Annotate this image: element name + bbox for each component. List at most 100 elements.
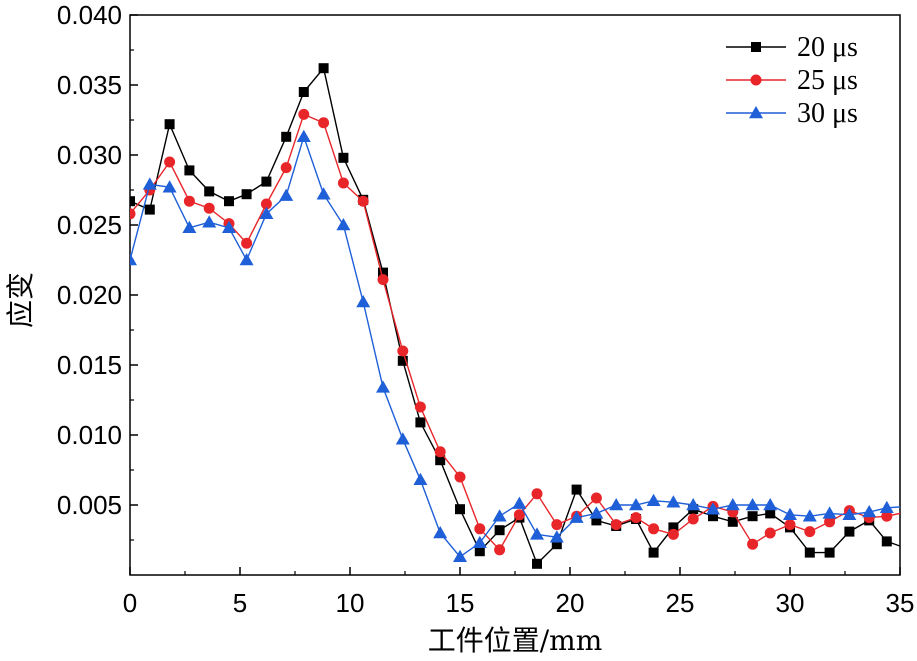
data-point xyxy=(824,516,836,528)
data-point xyxy=(397,345,409,357)
plot-frame xyxy=(129,14,901,576)
data-point xyxy=(318,63,329,74)
data-point xyxy=(239,253,254,266)
data-point xyxy=(182,220,197,234)
data-point xyxy=(434,446,446,458)
data-point xyxy=(224,196,234,207)
data-point xyxy=(378,267,388,278)
data-point xyxy=(764,527,776,539)
x-tick-label: 5 xyxy=(233,588,247,618)
data-point xyxy=(804,526,816,538)
y-tick-label: 0.015 xyxy=(57,350,122,380)
data-point xyxy=(316,187,331,200)
x-tick-label: 15 xyxy=(446,588,475,618)
series-line xyxy=(130,66,900,566)
data-point xyxy=(765,508,776,519)
data-point xyxy=(842,507,857,521)
data-point xyxy=(162,180,177,193)
series-group xyxy=(130,63,912,569)
data-point xyxy=(280,162,292,174)
data-point xyxy=(686,498,701,511)
y-tick-labels: 0.005 0.010 0.015 0.020 0.025 0.030 0.035 0.040 xyxy=(57,0,122,520)
data-point xyxy=(377,274,389,286)
data-point xyxy=(203,202,215,214)
data-point xyxy=(862,505,877,518)
data-point xyxy=(183,195,195,207)
data-point xyxy=(549,530,564,543)
data-point xyxy=(413,472,428,486)
data-point xyxy=(414,401,426,413)
data-point xyxy=(725,498,740,511)
x-tick-labels: 0 5 10 15 20 25 30 35 xyxy=(123,588,915,618)
data-point xyxy=(376,380,390,393)
data-point xyxy=(454,471,466,483)
data-point xyxy=(902,543,912,553)
legend-label: 30 μs xyxy=(797,98,858,129)
data-point xyxy=(453,549,467,563)
data-point xyxy=(357,195,369,207)
data-point xyxy=(184,165,195,176)
data-point xyxy=(745,498,760,511)
x-tick-label: 30 xyxy=(776,588,805,618)
data-point xyxy=(881,536,892,547)
data-point xyxy=(397,355,408,366)
data-point xyxy=(784,519,796,531)
data-point xyxy=(433,526,448,539)
data-point xyxy=(494,525,505,536)
data-point xyxy=(844,526,855,537)
data-point xyxy=(532,558,542,569)
data-point xyxy=(494,544,506,556)
data-point xyxy=(646,493,661,507)
y-tick-label: 0.010 xyxy=(57,420,122,450)
axis-ticks xyxy=(129,14,901,575)
data-point xyxy=(648,547,659,558)
data-point xyxy=(296,129,311,143)
data-point xyxy=(455,504,465,515)
y-axis-title: 应变 xyxy=(4,272,37,328)
x-tick-label: 25 xyxy=(666,588,695,618)
data-point xyxy=(666,495,681,508)
data-point xyxy=(492,509,507,522)
data-point xyxy=(130,253,137,266)
data-point xyxy=(629,498,643,511)
data-point xyxy=(551,519,563,531)
series-line xyxy=(130,134,900,558)
data-point xyxy=(630,512,642,524)
data-point xyxy=(279,188,294,201)
data-point xyxy=(747,511,758,522)
data-point xyxy=(610,519,622,531)
legend-marker xyxy=(751,42,761,52)
y-tick-label: 0.020 xyxy=(57,280,122,310)
legend-marker xyxy=(750,74,762,86)
data-point xyxy=(706,502,720,515)
data-point xyxy=(241,189,252,200)
data-point xyxy=(727,516,738,527)
legend-label: 20 μs xyxy=(797,32,858,63)
y-tick-label: 0.030 xyxy=(57,140,122,170)
data-point xyxy=(648,523,660,535)
data-point xyxy=(356,295,371,308)
data-point xyxy=(824,547,835,558)
data-point xyxy=(591,515,602,526)
data-point xyxy=(281,131,292,142)
data-point xyxy=(512,496,527,509)
legend-marker xyxy=(749,106,763,119)
y-tick-label: 0.025 xyxy=(57,210,122,240)
legend-label: 25 μs xyxy=(797,65,858,96)
data-point xyxy=(130,208,136,220)
series-line xyxy=(130,113,900,551)
data-point xyxy=(879,500,894,514)
data-point xyxy=(747,538,759,550)
data-point xyxy=(435,455,446,466)
data-point xyxy=(531,488,543,500)
data-point xyxy=(513,509,525,521)
data-point xyxy=(667,528,679,540)
x-axis-title: 工件位置/mm xyxy=(428,624,603,657)
data-point xyxy=(395,432,410,445)
y-tick-label: 0.040 xyxy=(57,0,122,30)
data-point xyxy=(899,510,900,512)
data-point xyxy=(472,535,487,549)
data-point xyxy=(822,506,837,519)
